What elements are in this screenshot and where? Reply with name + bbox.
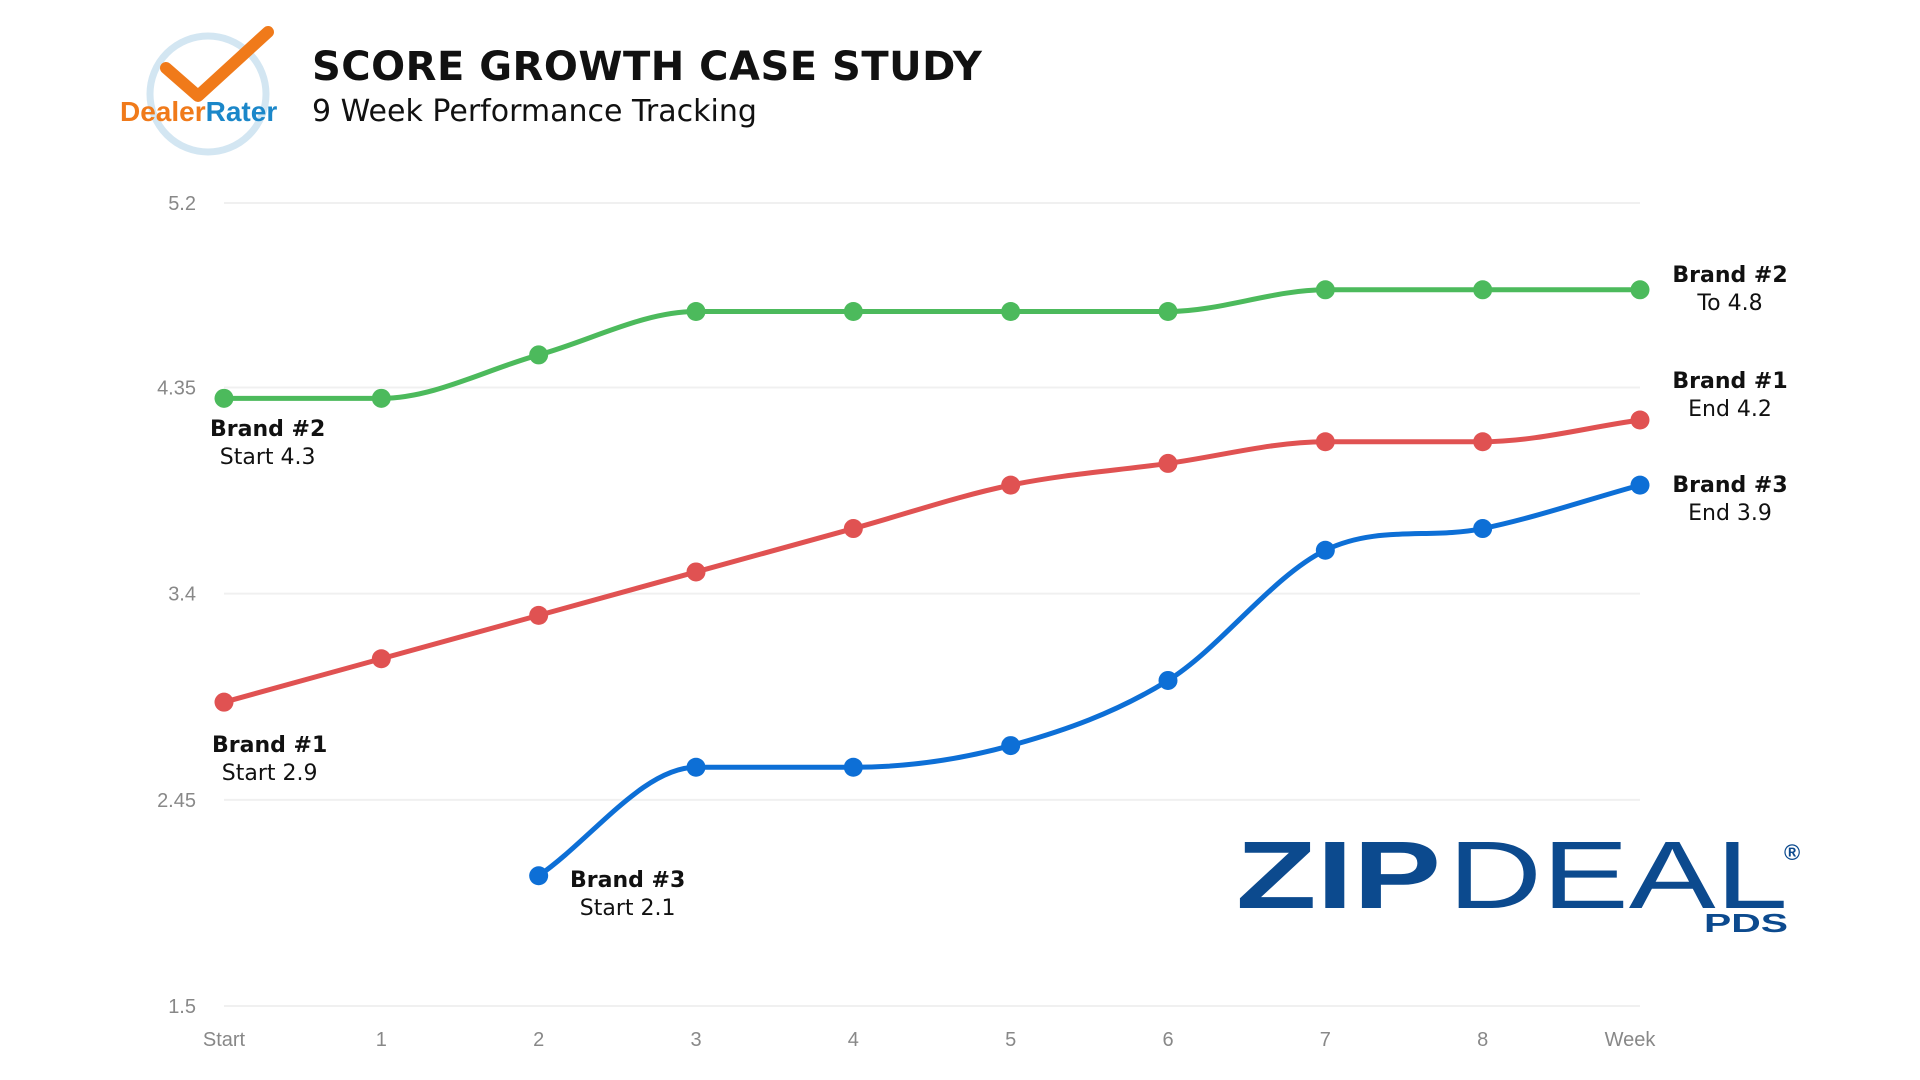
annotation-text: End 3.9 (1688, 501, 1772, 526)
data-point-brand3 (529, 866, 549, 886)
annotation-title: Brand #3 (570, 868, 686, 893)
y-tick-label: 4.35 (157, 377, 196, 399)
x-tick-label: 8 (1477, 1029, 1488, 1051)
dealerrater-logo: DealerRater (120, 26, 277, 156)
annotation-text: Start 4.3 (219, 445, 316, 470)
x-tick-label: Week (1605, 1029, 1657, 1051)
annotation-text: Start 2.9 (221, 761, 318, 786)
annotation-brand3-start: Brand #3 Start 2.1 (570, 867, 685, 923)
x-tick-label: 2 (533, 1029, 544, 1051)
data-point-brand1 (686, 562, 706, 582)
series-line-brand2 (224, 287, 1640, 401)
annotation-text: To 4.8 (1697, 291, 1763, 316)
page-title: SCORE GROWTH CASE STUDY (312, 44, 983, 90)
data-point-brand3 (1158, 670, 1178, 690)
data-point-brand2 (843, 302, 863, 322)
data-point-brand3 (1315, 540, 1335, 560)
annotation-brand2-start: Brand #2 Start 4.3 (210, 416, 325, 472)
data-point-brand2 (1473, 280, 1493, 300)
data-point-brand1 (843, 519, 863, 539)
annotation-title: Brand #3 (1672, 473, 1788, 498)
data-point-brand3 (1001, 736, 1021, 756)
y-tick-label: 5.2 (168, 193, 196, 215)
svg-text:DEAL: DEAL (1448, 830, 1788, 929)
data-point-brand1 (1630, 410, 1650, 430)
x-tick-label: Start (203, 1029, 246, 1051)
data-point-brand1 (371, 649, 391, 669)
y-tick-label: 1.5 (168, 996, 196, 1018)
page-subtitle: 9 Week Performance Tracking (312, 94, 757, 129)
data-point-brand2 (1315, 280, 1335, 300)
x-tick-label: 4 (848, 1029, 859, 1051)
annotation-title: Brand #2 (210, 417, 326, 442)
annotation-brand3-end: Brand #3 End 3.9 (1670, 472, 1790, 528)
svg-text:DealerRater: DealerRater (120, 96, 277, 127)
x-tick-label: 7 (1320, 1029, 1331, 1051)
x-tick-label: 5 (1005, 1029, 1016, 1051)
y-tick-label: 3.4 (168, 584, 196, 606)
annotation-text: Start 2.1 (579, 896, 676, 921)
series-line-brand1 (223, 417, 1641, 705)
data-point-brand2 (214, 388, 234, 408)
annotation-brand1-start: Brand #1 Start 2.9 (212, 732, 327, 788)
data-point-brand3 (1630, 475, 1650, 495)
x-tick-label: 6 (1162, 1029, 1173, 1051)
data-point-brand2 (529, 345, 549, 365)
data-point-brand1 (214, 692, 234, 712)
data-point-brand2 (371, 388, 391, 408)
data-point-brand1 (529, 605, 549, 625)
annotation-brand1-end: Brand #1 End 4.2 (1670, 368, 1790, 424)
data-point-brand1 (1473, 432, 1493, 452)
annotation-text: End 4.2 (1688, 397, 1772, 422)
y-tick-label: 2.45 (157, 790, 196, 812)
annotation-title: Brand #2 (1672, 263, 1788, 288)
zipdeal-logo: ZIP DEAL PDS ® (1236, 830, 1800, 938)
annotation-brand2-end: Brand #2 To 4.8 (1670, 262, 1790, 318)
data-point-brand2 (1001, 302, 1021, 322)
data-point-brand2 (1158, 302, 1178, 322)
data-point-brand3 (1473, 519, 1493, 539)
svg-text:PDS: PDS (1704, 908, 1788, 938)
svg-text:ZIP: ZIP (1236, 830, 1441, 929)
data-point-brand2 (686, 302, 706, 322)
data-point-brand2 (1630, 280, 1650, 300)
series-line-brand3 (537, 482, 1641, 878)
data-point-brand1 (1158, 453, 1178, 473)
annotation-title: Brand #1 (1672, 369, 1788, 394)
annotation-title: Brand #1 (212, 733, 328, 758)
svg-text:®: ® (1784, 840, 1800, 865)
x-tick-label: 1 (376, 1029, 387, 1051)
data-point-brand3 (843, 757, 863, 777)
x-tick-label: 3 (690, 1029, 701, 1051)
data-point-brand1 (1001, 475, 1021, 495)
data-point-brand1 (1315, 432, 1335, 452)
data-point-brand3 (686, 757, 706, 777)
